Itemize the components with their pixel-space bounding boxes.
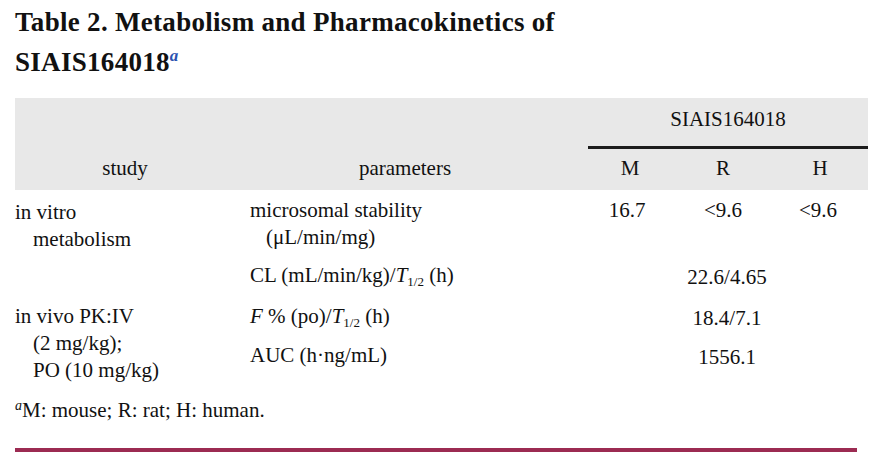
- value-microsomal-human: <9.6: [788, 197, 848, 223]
- column-header-human: H: [790, 155, 850, 181]
- footnote-marker: a: [15, 398, 22, 413]
- param-f-t12: F % (po)/T1/2 (h): [250, 303, 390, 336]
- param-auc: AUC (h·ng/mL): [250, 342, 387, 368]
- param-microsomal-line1: microsomal stability: [250, 197, 422, 223]
- param-cl-t12: CL (mL/min/kg)/T1/2 (h): [250, 262, 454, 295]
- study-invivo-line1: in vivo PK:IV: [15, 303, 134, 329]
- param-cl-post: (h): [424, 263, 454, 287]
- column-header-study: study: [55, 155, 195, 181]
- study-invivo-line3: PO (10 mg/kg): [33, 357, 159, 383]
- study-invitro-line1: in vitro: [15, 199, 76, 225]
- study-invitro-line2: metabolism: [33, 226, 131, 252]
- param-cl-t: T: [396, 263, 408, 287]
- paper-table-figure: Table 2. Metabolism and Pharmacokinetics…: [0, 0, 885, 459]
- param-f-post: (h): [360, 304, 390, 328]
- value-auc: 1556.1: [637, 344, 817, 370]
- value-f-t12: 18.4/7.1: [637, 305, 817, 331]
- param-cl-pre: CL (mL/min/kg)/: [250, 263, 396, 287]
- param-f-f: F: [250, 304, 263, 328]
- param-f-mid: % (po)/: [263, 304, 332, 328]
- table-title-line2: SIAIS164018a: [15, 40, 179, 78]
- param-microsomal-line2: (μL/min/mg): [266, 224, 375, 250]
- table-title-compound: SIAIS164018: [15, 47, 170, 77]
- column-header-parameters: parameters: [315, 155, 495, 181]
- column-header-rat: R: [693, 155, 753, 181]
- footnote: aM: mouse; R: rat; H: human.: [15, 398, 265, 423]
- table-title-line1: Table 2. Metabolism and Pharmacokinetics…: [15, 6, 555, 38]
- value-microsomal-mouse: 16.7: [597, 197, 657, 223]
- group-header-compound: SIAIS164018: [588, 106, 868, 132]
- study-invivo-line2: (2 mg/kg);: [33, 330, 122, 356]
- bottom-divider-rule: [15, 448, 857, 452]
- param-cl-sub: 1/2: [407, 274, 424, 289]
- footnote-text: M: mouse; R: rat; H: human.: [22, 398, 265, 422]
- column-header-mouse: M: [600, 155, 660, 181]
- group-header-underline: [588, 146, 868, 149]
- table-title-footnote-marker: a: [170, 46, 179, 65]
- value-microsomal-rat: <9.6: [693, 197, 753, 223]
- value-cl-t12: 22.6/4.65: [637, 264, 817, 290]
- param-f-sub: 1/2: [343, 315, 360, 330]
- param-f-t: T: [332, 304, 344, 328]
